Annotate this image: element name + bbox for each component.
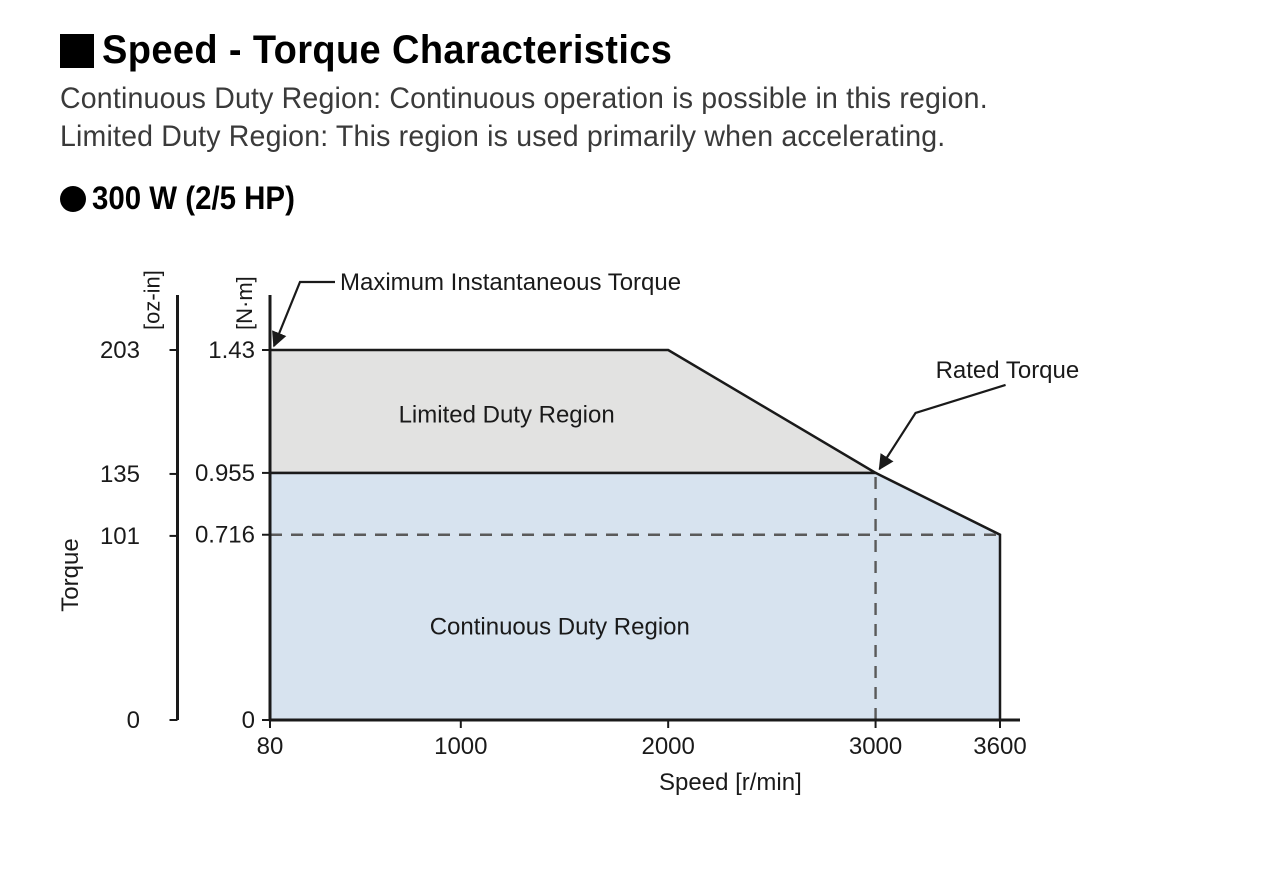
axis-title-torque: Torque	[60, 538, 84, 611]
xtick: 3600	[973, 733, 1026, 760]
description-line-2: Limited Duty Region: This region is used…	[60, 120, 945, 154]
title-row: Speed - Torque Characteristics	[60, 28, 702, 73]
xtick: 3000	[849, 733, 902, 760]
page-root: Speed - Torque Characteristics Continuou…	[0, 0, 1280, 870]
continuous-duty-region	[270, 473, 1000, 720]
label-limited-region: Limited Duty Region	[399, 401, 615, 428]
model-row: 300 W (2/5 HP)	[60, 180, 313, 217]
axis-title-speed: Speed [r/min]	[659, 769, 802, 796]
xtick: 1000	[434, 733, 487, 760]
unit-ozin: [oz-in]	[140, 270, 165, 330]
ytick-nm: 0.955	[195, 460, 255, 487]
xtick: 80	[257, 733, 284, 760]
chart-svg: 0 0.716 0.955 1.43 0 101 135 203 80 1000 2000 3000 3…	[60, 260, 1160, 820]
ytick-ozin: 101	[100, 523, 140, 550]
model-label: 300 W (2/5 HP)	[92, 180, 295, 217]
callout-max-torque: Maximum Instantaneous Torque	[340, 269, 681, 296]
callout-line-rated-torque	[880, 385, 1006, 469]
title-bullet-square	[60, 34, 94, 68]
ytick-ozin: 135	[100, 461, 140, 488]
callout-rated-torque: Rated Torque	[936, 357, 1080, 384]
xtick: 2000	[641, 733, 694, 760]
ytick-ozin: 203	[100, 337, 140, 364]
ytick-nm: 0.716	[195, 522, 255, 549]
ytick-nm: 1.43	[208, 337, 255, 364]
speed-torque-chart: 0 0.716 0.955 1.43 0 101 135 203 80 1000 2000 3000 3…	[60, 260, 1160, 820]
ytick-nm: 0	[242, 707, 255, 734]
bullet-circle-icon	[60, 186, 86, 212]
callout-line-max-torque	[274, 282, 335, 346]
label-continuous-region: Continuous Duty Region	[430, 614, 690, 641]
page-title: Speed - Torque Characteristics	[102, 28, 672, 73]
unit-nm: [N·m]	[232, 276, 257, 330]
description-line-1: Continuous Duty Region: Continuous opera…	[60, 82, 988, 116]
ytick-ozin: 0	[127, 707, 140, 734]
